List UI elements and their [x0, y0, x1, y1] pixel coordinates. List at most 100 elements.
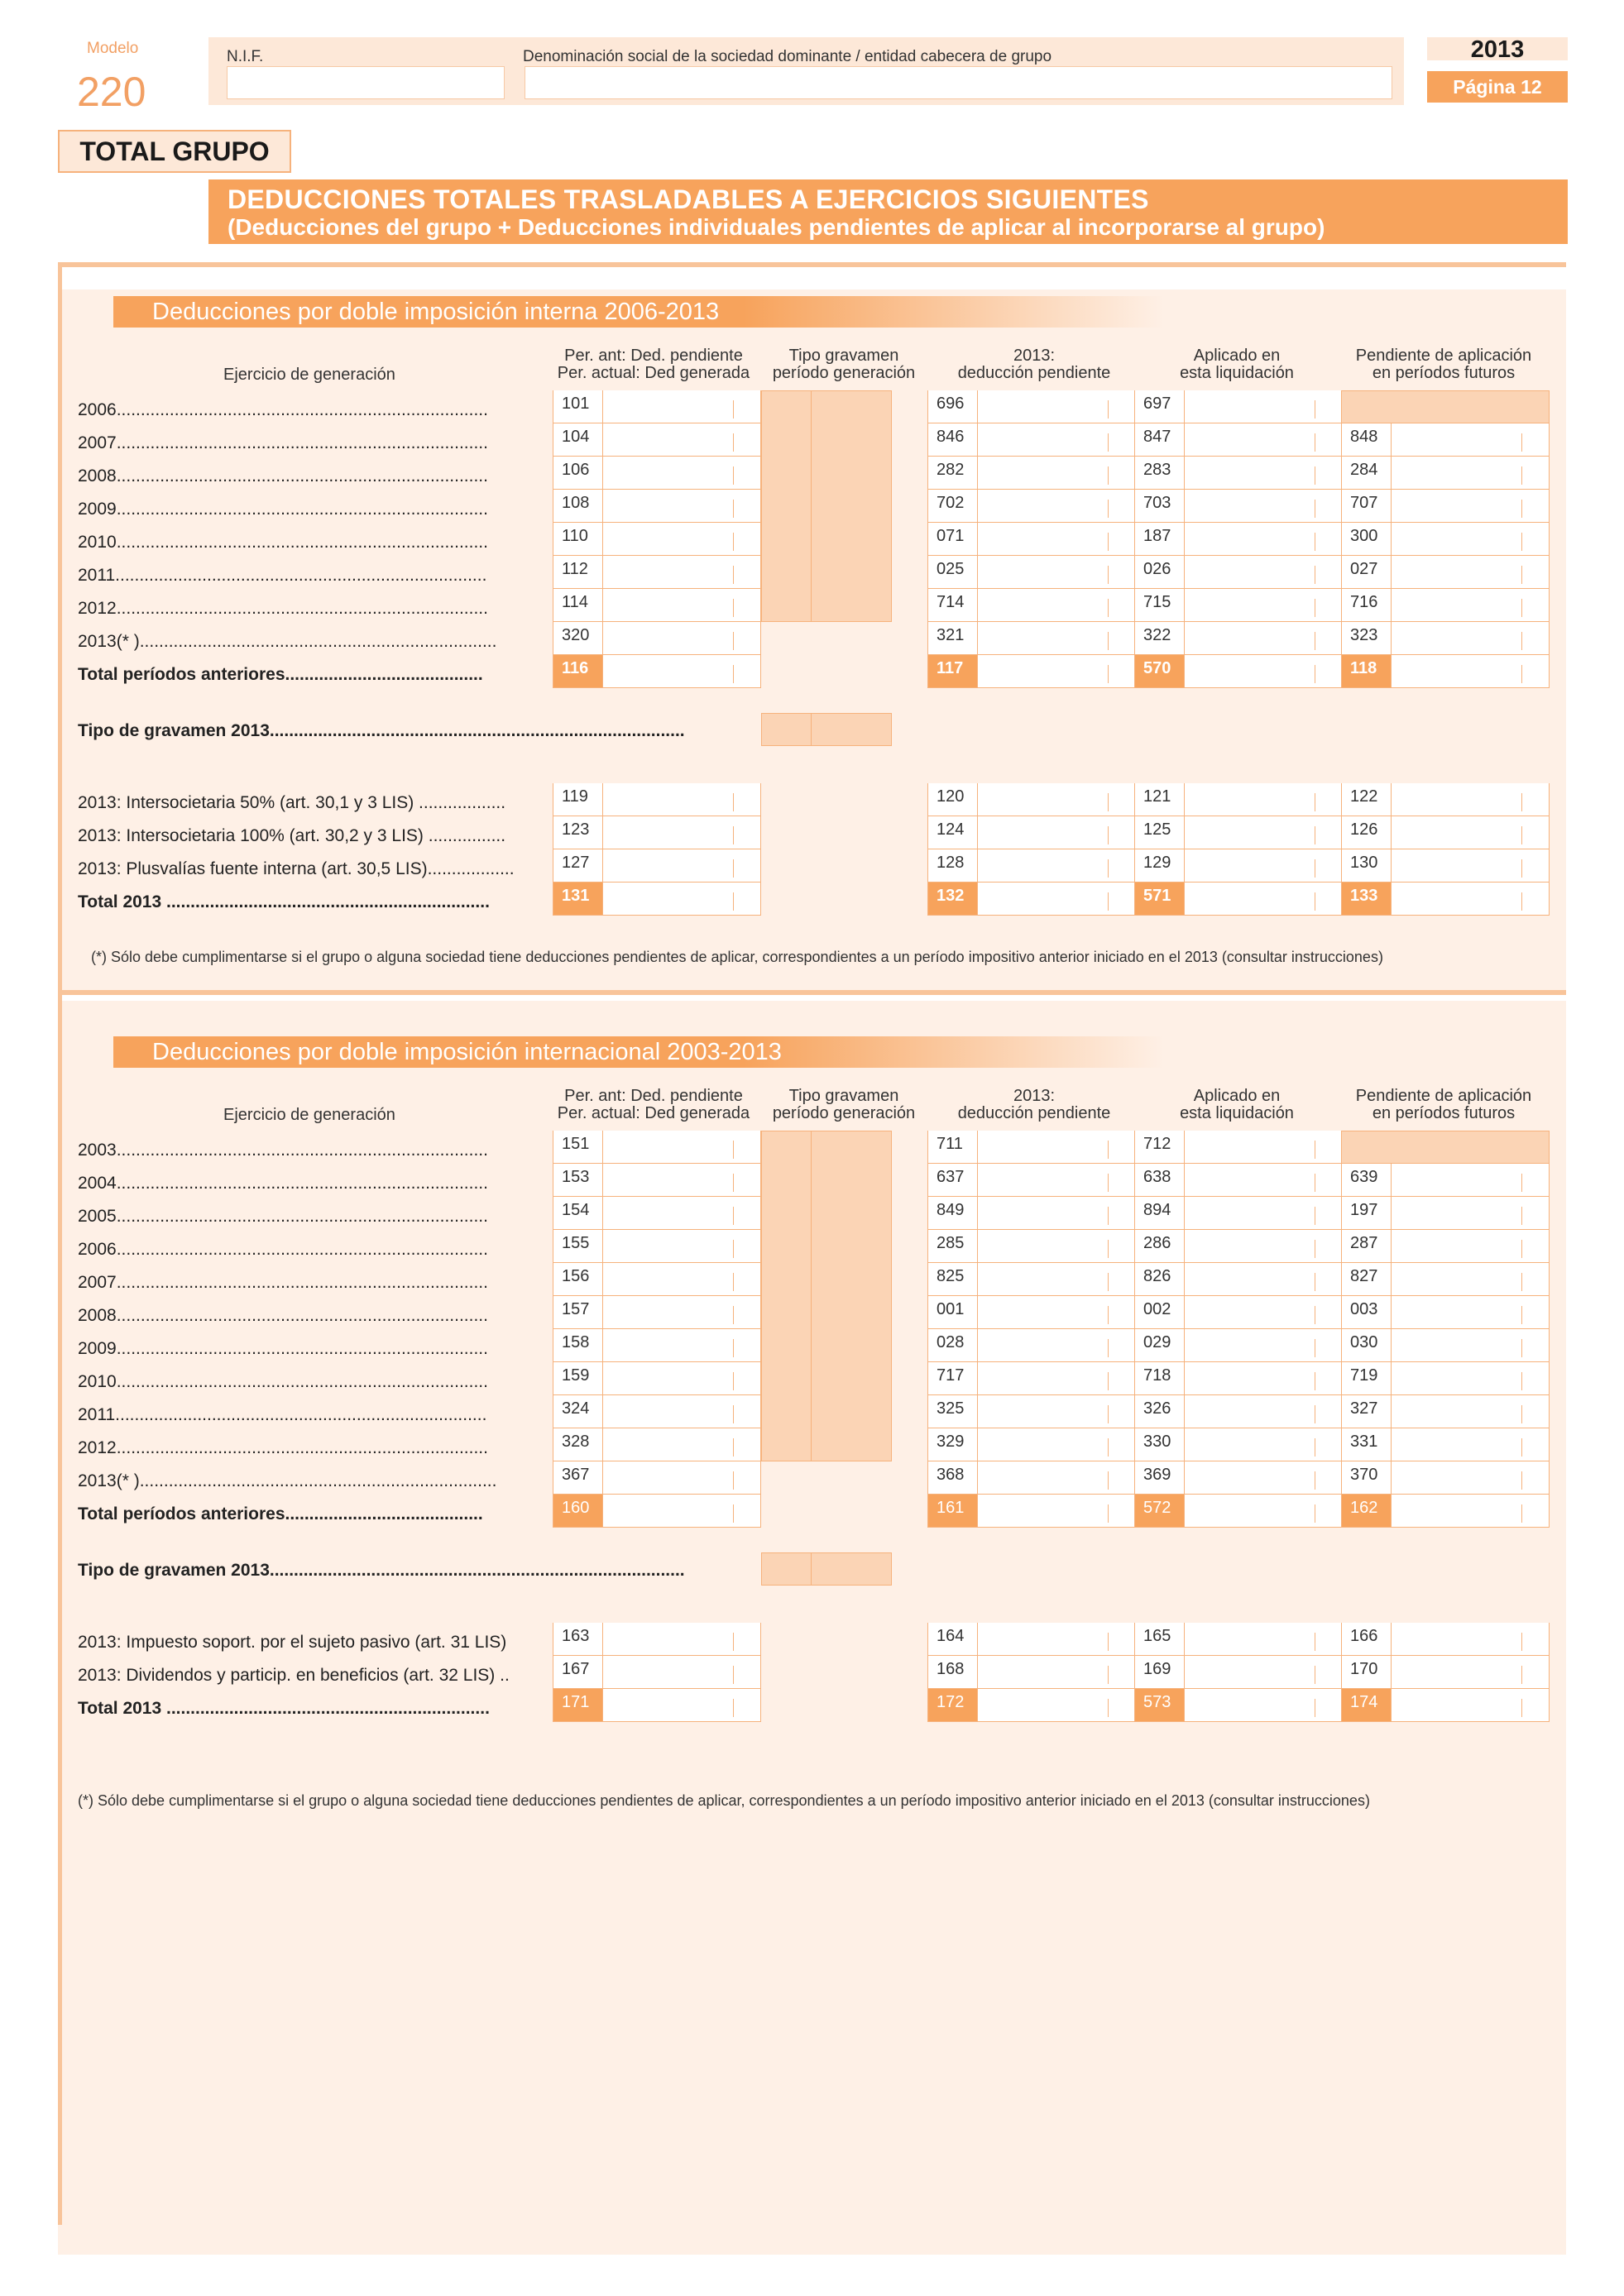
sec2-tipo-gravamen-2013[interactable]	[761, 1552, 892, 1586]
input-aplicado[interactable]: 697	[1134, 390, 1343, 423]
input-ded-pendiente[interactable]: 324	[553, 1395, 761, 1428]
input-aplicado[interactable]: 712	[1134, 1131, 1343, 1164]
input-aplicado[interactable]: 894	[1134, 1197, 1343, 1230]
input-aplicado[interactable]: 026	[1134, 556, 1343, 589]
input-aplicado[interactable]: 703	[1134, 490, 1343, 523]
input-deduccion-pendiente[interactable]: 714	[927, 589, 1136, 622]
input-ded-pendiente[interactable]: 171	[553, 1689, 761, 1722]
input-deduccion-pendiente[interactable]: 696	[927, 390, 1136, 423]
input-deduccion-pendiente[interactable]: 846	[927, 423, 1136, 457]
nif-field[interactable]	[227, 66, 505, 99]
denominacion-field[interactable]	[525, 66, 1392, 99]
input-ded-pendiente[interactable]: 127	[553, 849, 761, 883]
input-aplicado[interactable]: 029	[1134, 1329, 1343, 1362]
input-deduccion-pendiente[interactable]: 172	[927, 1689, 1136, 1722]
input-deduccion-pendiente[interactable]: 001	[927, 1296, 1136, 1329]
input-deduccion-pendiente[interactable]: 711	[927, 1131, 1136, 1164]
input-ded-pendiente[interactable]: 155	[553, 1230, 761, 1263]
input-aplicado[interactable]: 322	[1134, 622, 1343, 655]
input-deduccion-pendiente[interactable]: 132	[927, 883, 1136, 916]
sec1-tipo-gravamen-column[interactable]	[761, 390, 892, 622]
input-aplicado[interactable]: 571	[1134, 883, 1343, 916]
input-pendiente-futuro[interactable]: 331	[1341, 1428, 1550, 1461]
input-ded-pendiente[interactable]: 153	[553, 1164, 761, 1197]
input-pendiente-futuro[interactable]: 848	[1341, 423, 1550, 457]
input-aplicado[interactable]: 572	[1134, 1495, 1343, 1528]
input-ded-pendiente[interactable]: 159	[553, 1362, 761, 1395]
input-pendiente-futuro[interactable]: 284	[1341, 457, 1550, 490]
input-pendiente-futuro[interactable]: 716	[1341, 589, 1550, 622]
input-pendiente-futuro[interactable]: 174	[1341, 1689, 1550, 1722]
input-deduccion-pendiente[interactable]: 124	[927, 816, 1136, 849]
input-deduccion-pendiente[interactable]: 849	[927, 1197, 1136, 1230]
input-deduccion-pendiente[interactable]: 717	[927, 1362, 1136, 1395]
input-pendiente-futuro[interactable]: 162	[1341, 1495, 1550, 1528]
input-pendiente-futuro[interactable]: 030	[1341, 1329, 1550, 1362]
input-aplicado[interactable]: 121	[1134, 783, 1343, 816]
input-ded-pendiente[interactable]: 154	[553, 1197, 761, 1230]
input-ded-pendiente[interactable]: 108	[553, 490, 761, 523]
input-ded-pendiente[interactable]: 106	[553, 457, 761, 490]
input-aplicado[interactable]: 002	[1134, 1296, 1343, 1329]
input-deduccion-pendiente[interactable]: 321	[927, 622, 1136, 655]
input-pendiente-futuro[interactable]: 197	[1341, 1197, 1550, 1230]
input-aplicado[interactable]: 326	[1134, 1395, 1343, 1428]
input-pendiente-futuro[interactable]: 323	[1341, 622, 1550, 655]
input-ded-pendiente[interactable]: 116	[553, 655, 761, 688]
input-deduccion-pendiente[interactable]: 168	[927, 1656, 1136, 1689]
input-deduccion-pendiente[interactable]: 825	[927, 1263, 1136, 1296]
input-pendiente-futuro[interactable]: 707	[1341, 490, 1550, 523]
input-ded-pendiente[interactable]: 167	[553, 1656, 761, 1689]
input-deduccion-pendiente[interactable]: 329	[927, 1428, 1136, 1461]
input-pendiente-futuro[interactable]: 166	[1341, 1623, 1550, 1656]
input-ded-pendiente[interactable]: 158	[553, 1329, 761, 1362]
input-deduccion-pendiente[interactable]: 637	[927, 1164, 1136, 1197]
input-aplicado[interactable]: 369	[1134, 1461, 1343, 1495]
input-aplicado[interactable]: 570	[1134, 655, 1343, 688]
input-ded-pendiente[interactable]: 119	[553, 783, 761, 816]
input-deduccion-pendiente[interactable]: 025	[927, 556, 1136, 589]
input-deduccion-pendiente[interactable]: 117	[927, 655, 1136, 688]
input-pendiente-futuro[interactable]: 300	[1341, 523, 1550, 556]
input-pendiente-futuro[interactable]: 827	[1341, 1263, 1550, 1296]
input-deduccion-pendiente[interactable]: 161	[927, 1495, 1136, 1528]
input-pendiente-futuro[interactable]: 327	[1341, 1395, 1550, 1428]
input-pendiente-futuro[interactable]: 170	[1341, 1656, 1550, 1689]
input-ded-pendiente[interactable]: 157	[553, 1296, 761, 1329]
input-pendiente-futuro[interactable]: 130	[1341, 849, 1550, 883]
input-ded-pendiente[interactable]: 104	[553, 423, 761, 457]
input-deduccion-pendiente[interactable]: 325	[927, 1395, 1136, 1428]
input-deduccion-pendiente[interactable]: 285	[927, 1230, 1136, 1263]
input-ded-pendiente[interactable]: 112	[553, 556, 761, 589]
input-aplicado[interactable]: 129	[1134, 849, 1343, 883]
input-deduccion-pendiente[interactable]: 028	[927, 1329, 1136, 1362]
input-pendiente-futuro[interactable]: 122	[1341, 783, 1550, 816]
input-pendiente-futuro[interactable]: 126	[1341, 816, 1550, 849]
sec2-tipo-gravamen-column[interactable]	[761, 1131, 892, 1461]
input-ded-pendiente[interactable]: 160	[553, 1495, 761, 1528]
input-aplicado[interactable]: 125	[1134, 816, 1343, 849]
input-pendiente-futuro[interactable]: 003	[1341, 1296, 1550, 1329]
input-deduccion-pendiente[interactable]: 282	[927, 457, 1136, 490]
input-deduccion-pendiente[interactable]: 164	[927, 1623, 1136, 1656]
input-deduccion-pendiente[interactable]: 702	[927, 490, 1136, 523]
input-ded-pendiente[interactable]: 131	[553, 883, 761, 916]
input-pendiente-futuro[interactable]: 719	[1341, 1362, 1550, 1395]
input-aplicado[interactable]: 573	[1134, 1689, 1343, 1722]
input-deduccion-pendiente[interactable]: 071	[927, 523, 1136, 556]
input-ded-pendiente[interactable]: 328	[553, 1428, 761, 1461]
input-aplicado[interactable]: 718	[1134, 1362, 1343, 1395]
input-ded-pendiente[interactable]: 156	[553, 1263, 761, 1296]
input-ded-pendiente[interactable]: 114	[553, 589, 761, 622]
input-aplicado[interactable]: 165	[1134, 1623, 1343, 1656]
input-aplicado[interactable]: 330	[1134, 1428, 1343, 1461]
input-deduccion-pendiente[interactable]: 368	[927, 1461, 1136, 1495]
input-aplicado[interactable]: 169	[1134, 1656, 1343, 1689]
input-aplicado[interactable]: 826	[1134, 1263, 1343, 1296]
input-deduccion-pendiente[interactable]: 128	[927, 849, 1136, 883]
input-pendiente-futuro[interactable]: 370	[1341, 1461, 1550, 1495]
input-ded-pendiente[interactable]: 151	[553, 1131, 761, 1164]
input-pendiente-futuro[interactable]: 639	[1341, 1164, 1550, 1197]
input-aplicado[interactable]: 638	[1134, 1164, 1343, 1197]
input-ded-pendiente[interactable]: 367	[553, 1461, 761, 1495]
